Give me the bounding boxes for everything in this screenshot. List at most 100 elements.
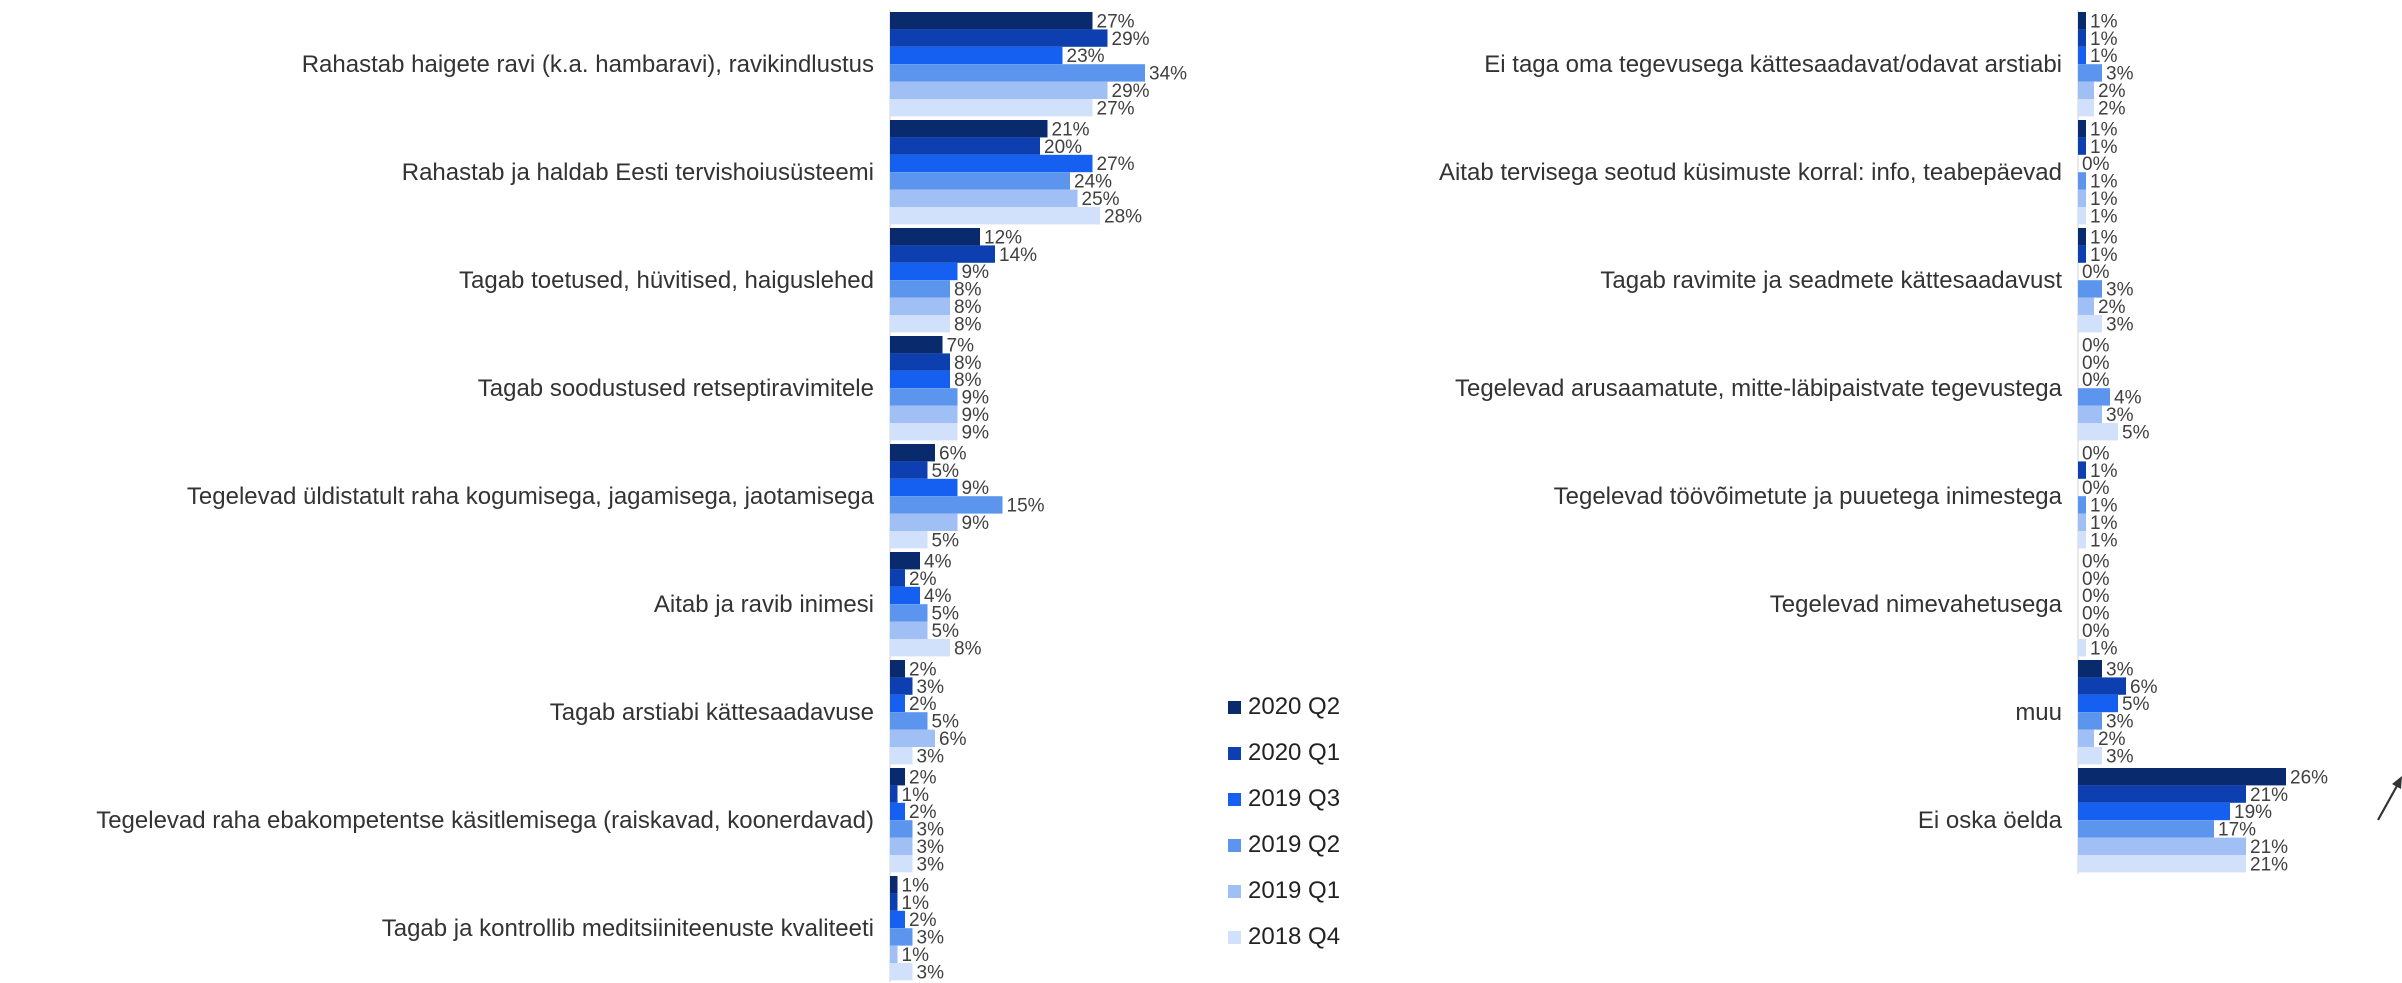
data-label: 6% xyxy=(2130,677,2158,698)
category-label: Rahastab ja haldab Eesti tervishoiusüste… xyxy=(402,159,874,186)
bar-left-2019-q2-4 xyxy=(890,388,958,406)
bar-left-2019-q1-3 xyxy=(890,297,950,315)
category-label: Tegelevad arusaamatute, mitte-läbipaistv… xyxy=(1455,375,2063,402)
bar-left-2019-q2-2 xyxy=(890,172,1070,190)
bar-right-2019-q1-8 xyxy=(2078,837,2246,855)
data-label: 9% xyxy=(962,262,990,283)
data-label: 1% xyxy=(902,893,930,914)
category-label: Tagab ja kontrollib meditsiiniteenuste k… xyxy=(382,915,874,942)
chart-legend: 2020 Q2 2020 Q1 2019 Q3 2019 Q2 2019 Q1 2018 … xyxy=(1228,693,1340,950)
data-label: 3% xyxy=(2106,280,2134,301)
data-label: 21% xyxy=(2250,837,2288,858)
legend-label-2018-q4: 2018 Q4 xyxy=(1248,923,1340,950)
data-label: 1% xyxy=(2090,513,2118,534)
data-label: 29% xyxy=(1112,81,1150,102)
data-label: 5% xyxy=(932,461,960,482)
bar-left-2018-q4-3 xyxy=(890,315,950,333)
bar-right-2018-q4-8 xyxy=(2078,855,2246,873)
data-label: 3% xyxy=(917,746,945,767)
data-label: 1% xyxy=(2090,530,2118,551)
bar-right-2019-q1-4 xyxy=(2078,405,2102,423)
data-label: 14% xyxy=(999,245,1037,266)
bar-left-2018-q4-1 xyxy=(890,99,1093,117)
bar-left-2018-q4-2 xyxy=(890,207,1100,225)
data-label: 12% xyxy=(984,227,1022,248)
bar-left-2019-q2-9 xyxy=(890,928,913,946)
data-label: 21% xyxy=(1052,119,1090,140)
data-label: 2% xyxy=(909,569,937,590)
bar-right-2018-q4-4 xyxy=(2078,423,2118,441)
data-label: 20% xyxy=(1044,137,1082,158)
data-label: 5% xyxy=(2122,422,2150,443)
bar-left-2019-q2-1 xyxy=(890,64,1145,82)
bar-left-2018-q4-4 xyxy=(890,423,958,441)
data-label: 1% xyxy=(2090,189,2118,210)
data-label: 27% xyxy=(1097,11,1135,32)
bar-left-2019-q3-3 xyxy=(890,262,958,281)
data-label: 0% xyxy=(2082,353,2110,374)
bar-left-2018-q4-6 xyxy=(890,639,950,657)
bar-left-2020-q2-4 xyxy=(890,336,943,354)
bar-right-2020-q2-1 xyxy=(2078,12,2086,30)
data-label: 3% xyxy=(917,677,945,698)
bar-left-2019-q3-5 xyxy=(890,478,958,497)
bar-left-2019-q1-1 xyxy=(890,81,1108,99)
data-label: 8% xyxy=(954,370,982,391)
bar-right-2019-q3-7 xyxy=(2078,694,2118,713)
bar-right-2019-q2-5 xyxy=(2078,496,2086,514)
category-label: Tegelevad üldistatult raha kogumisega, j… xyxy=(187,483,875,510)
bar-left-2019-q2-3 xyxy=(890,280,950,298)
bar-left-2020-q2-5 xyxy=(890,444,935,462)
bar-right-2020-q2-2 xyxy=(2078,120,2086,138)
data-label: 27% xyxy=(1097,154,1135,175)
data-label: 19% xyxy=(2234,802,2272,823)
bar-left-2018-q4-8 xyxy=(890,855,913,873)
data-label: 1% xyxy=(2090,227,2118,248)
bar-right-2019-q2-7 xyxy=(2078,712,2102,730)
category-label: muu xyxy=(2015,699,2062,726)
resize-arrow-icon[interactable] xyxy=(2377,776,2402,821)
data-label: 1% xyxy=(2090,29,2118,50)
data-label: 0% xyxy=(2082,443,2110,464)
bar-left-2019-q1-7 xyxy=(890,729,935,747)
category-label: Tagab arstiabi kättesaadavuse xyxy=(550,699,874,726)
bar-left-2019-q1-8 xyxy=(890,837,913,855)
data-label: 2% xyxy=(2098,81,2126,102)
bar-left-2019-q3-7 xyxy=(890,694,905,713)
data-label: 6% xyxy=(939,729,967,750)
bar-right-2020-q2-8 xyxy=(2078,768,2286,786)
bar-right-2019-q2-4 xyxy=(2078,388,2110,406)
data-label: 1% xyxy=(2090,461,2118,482)
legend-swatch-2020-q2 xyxy=(1228,701,1241,714)
bar-left-2019-q1-5 xyxy=(890,513,958,531)
bar-left-2019-q2-6 xyxy=(890,604,928,622)
data-label: 5% xyxy=(932,530,960,551)
bar-right-2020-q1-1 xyxy=(2078,29,2086,47)
data-label: 0% xyxy=(2082,335,2110,356)
data-label: 1% xyxy=(2090,638,2118,659)
data-label: 1% xyxy=(2090,137,2118,158)
category-label: Ei oska öelda xyxy=(1918,807,2063,834)
data-label: 4% xyxy=(2114,388,2142,409)
data-label: 1% xyxy=(2090,119,2118,140)
bar-left-2020-q1-1 xyxy=(890,29,1108,47)
data-label: 8% xyxy=(954,297,982,318)
data-label: 29% xyxy=(1112,29,1150,50)
data-label: 4% xyxy=(924,551,952,572)
category-label: Tegelevad nimevahetusega xyxy=(1770,591,2063,618)
bar-left-2019-q2-7 xyxy=(890,712,928,730)
category-label: Aitab ja ravib inimesi xyxy=(654,591,874,618)
data-label: 1% xyxy=(2090,46,2118,67)
legend-swatch-2019-q3 xyxy=(1228,793,1241,806)
bar-left-2019-q1-6 xyxy=(890,621,928,639)
data-label: 9% xyxy=(962,513,990,534)
data-label: 2% xyxy=(909,910,937,931)
bar-left-2019-q1-4 xyxy=(890,405,958,423)
bar-right-2019-q1-2 xyxy=(2078,189,2086,207)
data-label: 3% xyxy=(917,962,945,983)
category-label: Aitab tervisega seotud küsimuste korral:… xyxy=(1439,159,2062,186)
legend-swatch-2020-q1 xyxy=(1228,747,1241,760)
bar-left-2020-q1-4 xyxy=(890,353,950,371)
bar-right-2019-q3-1 xyxy=(2078,46,2086,65)
bar-left-2020-q1-6 xyxy=(890,569,905,587)
